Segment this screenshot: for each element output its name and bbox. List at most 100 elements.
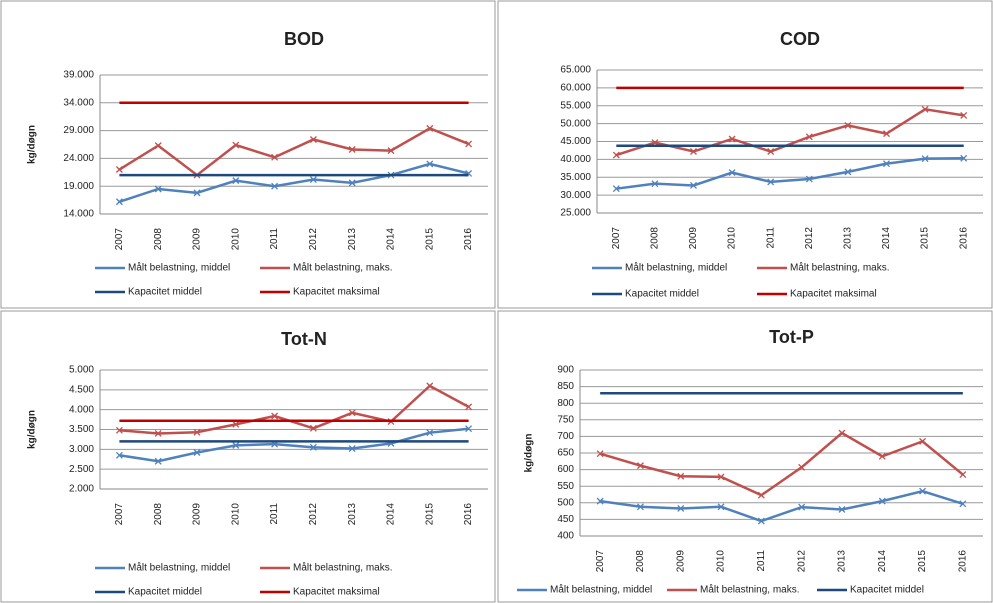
legend-label: Målt belastning, middel: [128, 262, 230, 274]
marker: [878, 497, 886, 505]
marker: [728, 169, 736, 177]
marker: [271, 153, 279, 161]
panel: [497, 0, 993, 309]
marker: [309, 136, 317, 143]
y-tick-label: 65.000: [560, 65, 591, 76]
y-tick-label: 500: [557, 497, 574, 508]
chart-title: COD: [780, 29, 820, 49]
marker: [805, 175, 813, 183]
series-line: [615, 108, 964, 157]
x-tick-label: 2007: [114, 503, 125, 526]
marker: [878, 452, 886, 460]
marker: [959, 500, 967, 508]
marker: [728, 135, 736, 143]
chart-title: Tot-P: [769, 327, 814, 347]
legend-label: Kapacitet middel: [850, 585, 924, 596]
series-line: [118, 126, 470, 177]
y-tick-label: 450: [557, 514, 574, 525]
y-axis-label: kg/døgn: [27, 410, 38, 449]
marker: [919, 437, 927, 445]
marker: [387, 147, 395, 155]
marker: [651, 180, 659, 188]
legend-label: Kapacitet middel: [128, 287, 202, 298]
y-tick-label: 3.000: [69, 444, 94, 455]
x-tick-label: 2010: [230, 228, 241, 251]
marker: [805, 133, 813, 141]
marker: [193, 428, 201, 436]
x-tick-label: 2008: [650, 227, 661, 250]
x-tick-label: 2011: [765, 227, 776, 249]
marker: [115, 451, 123, 459]
marker: [612, 151, 620, 159]
marker: [921, 155, 929, 163]
x-tick-label: 2015: [424, 228, 435, 251]
y-tick-label: 55.000: [560, 100, 591, 111]
y-tick-label: 2.000: [69, 484, 94, 495]
marker: [193, 189, 201, 197]
y-tick-label: 29.000: [63, 125, 94, 136]
marker: [757, 517, 765, 525]
marker: [115, 198, 123, 206]
marker: [426, 382, 434, 390]
x-tick-label: 2010: [230, 503, 241, 526]
legend-label: Målt belastning, middel: [128, 562, 230, 574]
x-tick-label: 2009: [675, 550, 686, 573]
x-tick-label: 2016: [958, 227, 969, 250]
marker: [798, 503, 806, 511]
marker: [115, 166, 123, 173]
marker: [596, 450, 604, 458]
marker: [465, 425, 473, 433]
legend-label: Kapacitet maksimal: [790, 289, 877, 300]
x-tick-label: 2016: [957, 550, 968, 573]
marker: [426, 429, 434, 437]
y-tick-label: 24.000: [63, 153, 94, 164]
legend-label: Målt belastning, maks.: [700, 584, 800, 596]
x-tick-label: 2015: [917, 550, 928, 573]
marker: [309, 424, 317, 432]
x-tick-label: 2008: [153, 228, 164, 251]
x-tick-label: 2012: [308, 228, 319, 251]
marker: [883, 160, 890, 168]
y-tick-label: 2.500: [69, 464, 94, 475]
x-tick-label: 2013: [837, 550, 848, 573]
x-tick-label: 2011: [756, 550, 767, 572]
marker: [636, 462, 644, 470]
legend-label: Kapacitet middel: [128, 587, 202, 598]
x-tick-label: 2016: [463, 503, 474, 526]
marker: [465, 403, 473, 411]
y-tick-label: 3.500: [69, 424, 94, 435]
series-line: [599, 489, 964, 523]
marker: [232, 420, 240, 428]
legend-label: Kapacitet middel: [625, 289, 699, 300]
marker: [960, 111, 968, 119]
marker: [271, 412, 279, 420]
marker: [921, 105, 929, 113]
marker: [232, 141, 240, 149]
marker: [426, 160, 434, 168]
marker: [612, 185, 620, 193]
marker: [309, 176, 317, 183]
y-tick-label: 45.000: [560, 136, 591, 147]
x-tick-label: 2015: [424, 503, 435, 526]
marker: [348, 409, 356, 417]
marker: [798, 463, 806, 471]
legend-label: Kapacitet maksimal: [293, 287, 380, 298]
chart-title: BOD: [284, 29, 324, 49]
x-tick-label: 2016: [463, 228, 474, 251]
marker: [838, 505, 846, 513]
legend-label: Kapacitet maksimal: [293, 587, 380, 598]
y-tick-label: 5.000: [69, 365, 94, 376]
legend-label: Målt belastning, maks.: [293, 262, 393, 274]
marker: [960, 154, 968, 162]
panel: [0, 310, 496, 603]
marker: [844, 168, 852, 176]
marker: [154, 457, 162, 465]
legend-label: Målt belastning, middel: [625, 262, 727, 274]
marker: [838, 429, 846, 437]
x-tick-label: 2014: [386, 228, 397, 251]
marker: [690, 148, 697, 155]
y-tick-label: 800: [557, 398, 574, 409]
marker: [717, 473, 725, 481]
marker: [348, 179, 356, 187]
